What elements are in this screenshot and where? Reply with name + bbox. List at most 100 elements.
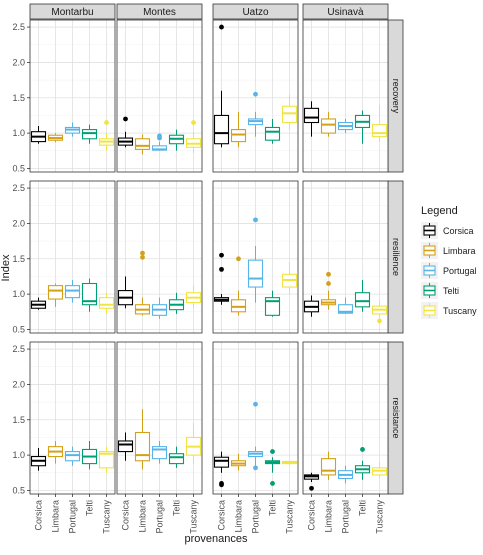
x-tick-label: Limbara xyxy=(234,500,244,533)
box-Portugal xyxy=(64,446,81,466)
x-tick-label: Corsica xyxy=(307,500,317,531)
box-Telti xyxy=(354,279,371,312)
panel-resilience-Montarbu xyxy=(29,180,116,334)
box-Corsica xyxy=(213,24,230,148)
box-iqr xyxy=(117,440,134,453)
box-iqr xyxy=(47,285,64,300)
box-iqr xyxy=(64,285,81,299)
box-iqr xyxy=(230,299,247,313)
box-Portugal xyxy=(247,401,264,471)
outlier-point xyxy=(253,91,258,97)
box-Limbara xyxy=(320,451,337,480)
box-Corsica xyxy=(30,297,47,310)
outlier-point xyxy=(253,217,258,223)
x-tick-label: Portugal xyxy=(68,500,78,534)
box-Telti xyxy=(168,292,185,314)
box-iqr xyxy=(320,458,337,476)
box-Limbara xyxy=(47,440,64,464)
y-tick-label: 1.0 xyxy=(12,450,25,460)
box-Limbara xyxy=(47,283,64,307)
x-tick-label: Limbara xyxy=(324,500,334,533)
box-Limbara xyxy=(230,453,247,471)
panel-border xyxy=(212,19,299,173)
facet-strip-Montarbu xyxy=(29,3,116,20)
facet-strip-Uatzo xyxy=(212,3,299,20)
box-Telti xyxy=(81,440,98,470)
legend-entry-Portugal: Portugal xyxy=(421,262,477,279)
panel-border xyxy=(29,180,116,334)
legend-entry-Telti: Telti xyxy=(421,282,459,299)
box-Telti xyxy=(81,278,98,312)
y-tick-label: 2.0 xyxy=(12,57,25,67)
box-Portugal xyxy=(337,465,354,484)
box-Portugal xyxy=(151,440,168,464)
box-Limbara xyxy=(320,111,337,137)
box-Limbara xyxy=(230,111,247,148)
box-iqr xyxy=(134,138,151,150)
box-Corsica xyxy=(303,472,320,491)
outlier-point xyxy=(360,447,365,452)
outlier-point xyxy=(309,485,314,491)
outlier-point xyxy=(270,449,275,454)
x-axis-title: provenances xyxy=(185,533,248,545)
y-tick-label: 1.0 xyxy=(12,128,25,138)
box-iqr xyxy=(98,451,115,469)
box-Limbara xyxy=(47,133,64,143)
outlier-point xyxy=(140,250,145,256)
box-Telti xyxy=(264,118,281,144)
y-tick-label: 2.5 xyxy=(12,22,25,32)
box-Tuscany xyxy=(281,94,298,130)
x-tick-label: Telti xyxy=(85,500,95,516)
legend-entry-label: Limbara xyxy=(443,246,476,256)
box-Corsica xyxy=(30,448,47,471)
box-iqr xyxy=(264,126,281,141)
outlier-point xyxy=(104,120,109,125)
outlier-point xyxy=(253,465,258,471)
y-tick-label: 0.5 xyxy=(12,324,25,334)
y-tick-label: 0.5 xyxy=(12,163,25,173)
panel-recovery-Uatzo xyxy=(212,19,299,173)
facet-label-index: resistance xyxy=(391,397,401,438)
facet-label-site: Montarbu xyxy=(51,7,93,18)
outlier-point xyxy=(377,318,382,324)
box-Limbara xyxy=(134,409,151,470)
outlier-point xyxy=(253,401,258,407)
box-Telti xyxy=(264,290,281,317)
box-Corsica xyxy=(117,432,134,461)
box-iqr xyxy=(168,453,185,465)
facet-label-site: Uatzo xyxy=(242,7,269,18)
outlier-point xyxy=(219,482,224,488)
box-Tuscany xyxy=(98,292,115,314)
legend-entry-label: Tuscany xyxy=(443,306,477,316)
box-Tuscany xyxy=(185,423,202,464)
panel-recovery-Usinavà xyxy=(302,19,389,173)
box-Portugal xyxy=(151,297,168,319)
box-Tuscany xyxy=(371,301,388,324)
panel-border xyxy=(212,180,299,334)
panel-resistance-Montes xyxy=(116,341,203,495)
box-Corsica xyxy=(303,101,320,137)
legend-entry-label: Corsica xyxy=(443,226,474,236)
outlier-point xyxy=(140,254,145,260)
panel-border xyxy=(302,180,389,334)
box-iqr xyxy=(230,129,247,143)
box-Telti xyxy=(354,447,371,480)
box-Telti xyxy=(81,124,98,144)
outlier-point xyxy=(219,252,224,258)
facet-label-site: Montes xyxy=(143,7,176,18)
outlier-point xyxy=(236,256,241,262)
facet-label-index: recovery xyxy=(391,79,401,114)
box-iqr xyxy=(151,446,168,460)
box-Telti xyxy=(168,129,185,151)
facet-label-site: Usinavà xyxy=(327,7,364,18)
y-tick-label: 1.5 xyxy=(12,254,25,264)
box-Corsica xyxy=(303,295,320,317)
facet-strip-Montes xyxy=(116,3,203,20)
box-Tuscany xyxy=(185,285,202,309)
box-Limbara xyxy=(320,271,337,310)
legend-entry-Tuscany: Tuscany xyxy=(421,302,477,319)
box-Portugal xyxy=(151,133,168,151)
panel-border xyxy=(116,180,203,334)
panel-border xyxy=(302,19,389,173)
outlier-point xyxy=(270,480,275,486)
